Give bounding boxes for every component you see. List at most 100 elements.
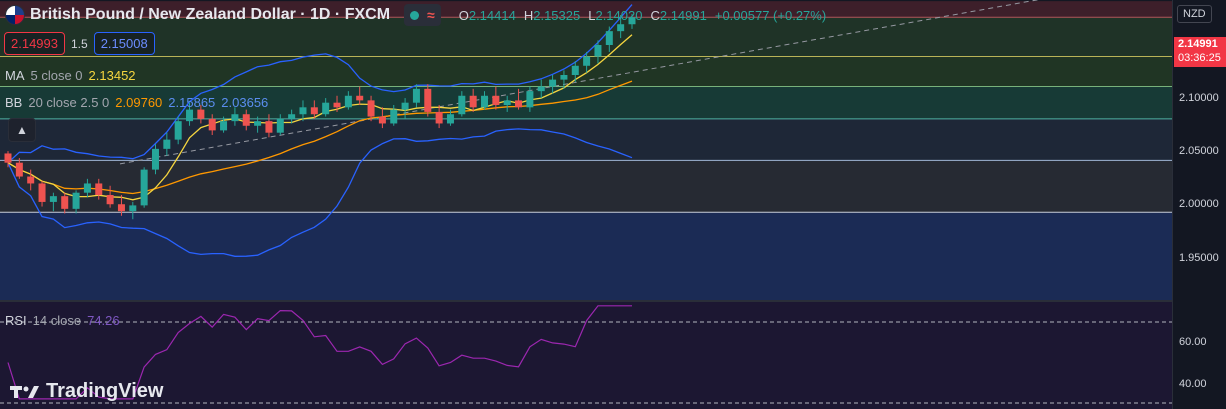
ma-value: 2.13452 <box>88 68 136 83</box>
open-key: O <box>458 7 469 23</box>
ma-legend[interactable]: MA 5 close 0 2.13452 <box>5 68 136 83</box>
last-price-tag: 2.14991 03:36:25 <box>1174 37 1226 67</box>
candle-body <box>106 195 114 205</box>
candle-body <box>95 183 103 195</box>
candle-body <box>38 183 46 202</box>
candle-body <box>594 45 602 57</box>
brand-name: TradingView <box>46 380 164 402</box>
candle-body <box>537 86 545 92</box>
price-zone <box>0 160 1172 213</box>
candle-body <box>140 169 148 206</box>
price-axis-label: 2.10000 <box>1179 92 1219 104</box>
rsi-legend[interactable]: RSI 14 close 74.26 <box>5 313 120 328</box>
candle-body <box>288 114 296 119</box>
price-axis-label: 1.95000 <box>1179 252 1219 264</box>
change-value: +0.00577 (+0.27%) <box>714 7 827 23</box>
chevron-up-icon: ▲ <box>16 123 28 137</box>
candle-body <box>344 95 352 108</box>
candle-body <box>424 88 432 112</box>
low-value: 2.14020 <box>595 7 643 23</box>
symbol-title[interactable]: British Pound / New Zealand Dollar · 1D … <box>30 6 391 23</box>
candle-body <box>617 24 625 32</box>
price-zone <box>0 118 1172 161</box>
bb-params: 20 close 2.5 0 <box>28 95 110 110</box>
buy-button[interactable]: 2.15008 <box>93 32 155 55</box>
candle-body <box>435 111 443 124</box>
candle-body <box>333 102 341 108</box>
candle-body <box>549 79 557 87</box>
rsi-axis-label: 60.00 <box>1179 336 1207 348</box>
candle-body <box>515 100 523 108</box>
candle-body <box>117 204 125 212</box>
candle-body <box>481 95 489 108</box>
candle-body <box>322 102 330 115</box>
candle-body <box>61 196 69 209</box>
price-axis[interactable]: NZD 2.14991 03:36:25 2.10000 2.05000 2.0… <box>1172 0 1226 409</box>
rsi-params: 14 close <box>32 313 82 328</box>
candle-body <box>15 162 23 177</box>
rsi-name: RSI <box>5 313 27 328</box>
candle-body <box>367 100 375 117</box>
ma-name: MA <box>5 68 25 83</box>
candle-body <box>276 118 284 133</box>
candle-body <box>605 31 613 45</box>
candle-body <box>458 95 466 115</box>
bb-legend[interactable]: BB 20 close 2.5 0 2.09760 2.15865 2.0365… <box>5 95 268 110</box>
chart-canvas[interactable] <box>0 0 1172 409</box>
candle-body <box>27 176 35 184</box>
gbp-nzd-flag-icon <box>5 5 25 25</box>
price-axis-label: 2.05000 <box>1179 145 1219 157</box>
bar-countdown: 03:36:25 <box>1178 52 1221 64</box>
wave-icon[interactable]: ≈ <box>427 7 435 23</box>
price-zone <box>0 17 1172 57</box>
ma-params: 5 close 0 <box>30 68 83 83</box>
price-zone <box>0 86 1172 119</box>
candle-body <box>72 192 80 209</box>
bb-lower-band <box>7 128 633 257</box>
candle-body <box>469 95 477 108</box>
candle-body <box>401 102 409 110</box>
candle-body <box>390 109 398 124</box>
candle-body <box>503 100 511 105</box>
rsi-value: 74.26 <box>87 313 120 328</box>
bb-basis-value: 2.09760 <box>115 95 163 110</box>
close-value: 2.14991 <box>659 7 707 23</box>
candle-body <box>560 75 568 80</box>
price-zone <box>0 1 1172 18</box>
rsi-line <box>7 305 632 400</box>
bb-name: BB <box>5 95 23 110</box>
candle-body <box>299 107 307 115</box>
market-open-icon[interactable] <box>410 10 420 20</box>
candle-body <box>526 91 534 108</box>
candle-body <box>628 17 636 25</box>
market-status[interactable]: ≈ <box>404 4 441 26</box>
candle-body <box>446 114 454 124</box>
candle-body <box>197 109 205 119</box>
ohlc-values: O2.14414 H2.15325 L2.14020 C2.14991 +0.0… <box>459 8 826 23</box>
candle-body <box>254 121 262 126</box>
symbol-header: British Pound / New Zealand Dollar · 1D … <box>0 0 826 30</box>
price-axis-label: 2.00000 <box>1179 198 1219 210</box>
collapse-legend-button[interactable]: ▲ <box>8 118 36 142</box>
low-key: L <box>588 7 596 23</box>
candle-body <box>231 114 239 122</box>
candle-body <box>220 121 228 131</box>
bb-upper-band <box>7 4 633 164</box>
candle-body <box>163 139 171 149</box>
candle-body <box>151 148 159 170</box>
spread-value: 1.5 <box>71 36 88 51</box>
tradingview-logo-icon <box>10 385 39 398</box>
trend-line <box>119 0 1040 165</box>
quote-panel: 2.14993 1.5 2.15008 <box>4 32 155 55</box>
candle-body <box>83 183 91 193</box>
candle-body <box>4 153 12 163</box>
currency-button[interactable]: NZD <box>1177 5 1212 23</box>
tradingview-logo[interactable]: TradingView <box>10 380 163 403</box>
candle-body <box>583 56 591 66</box>
candle-body <box>571 65 579 75</box>
candle-body <box>186 109 194 122</box>
sell-button[interactable]: 2.14993 <box>4 32 65 55</box>
candle-body <box>412 88 420 103</box>
bb-upper-value: 2.15865 <box>168 95 216 110</box>
candle-body <box>49 196 57 202</box>
